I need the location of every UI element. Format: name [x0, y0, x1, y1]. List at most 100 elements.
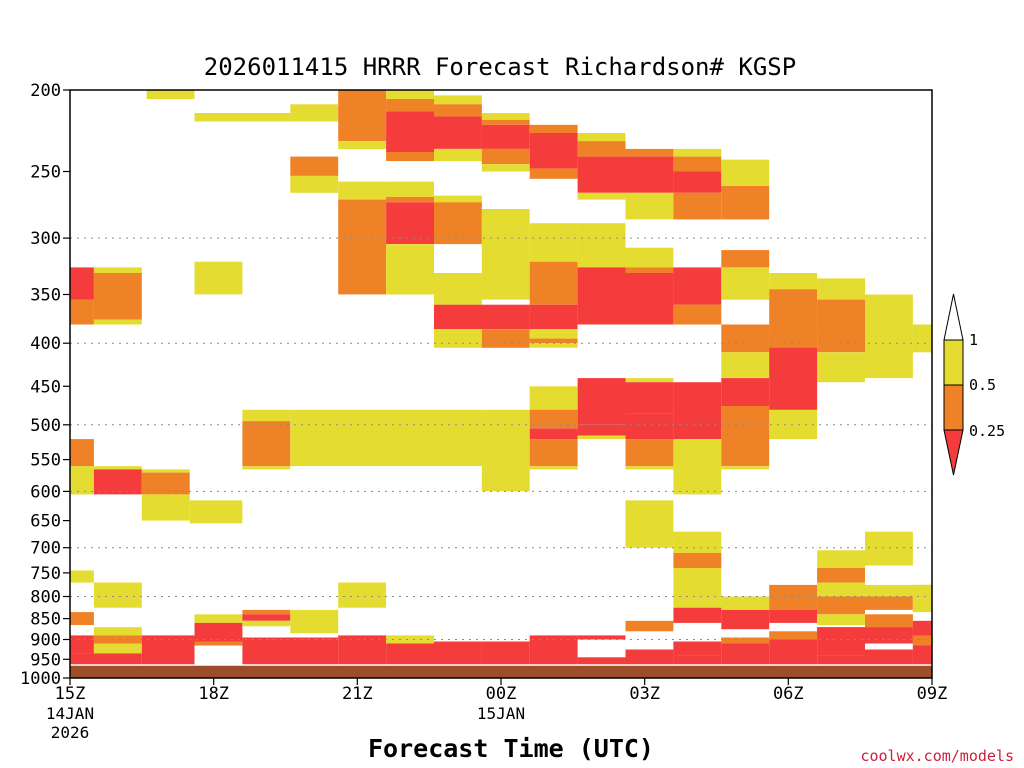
richardson-cell	[386, 111, 434, 152]
richardson-cell	[93, 643, 142, 654]
richardson-cell	[721, 466, 770, 470]
richardson-cell	[721, 324, 770, 353]
richardson-cell	[70, 439, 94, 467]
richardson-cell	[386, 90, 434, 99]
colorbar-cap-top	[943, 293, 964, 341]
richardson-cell	[817, 568, 865, 583]
richardson-cell	[434, 95, 482, 105]
richardson-cell	[529, 409, 578, 429]
richardson-cell	[577, 424, 626, 436]
richardson-cell	[673, 607, 722, 623]
richardson-cell	[865, 627, 913, 644]
y-tick-label: 350	[30, 286, 61, 306]
credit-link[interactable]: coolwx.com/models	[860, 747, 1014, 765]
richardson-cell	[242, 421, 291, 467]
richardson-cell	[577, 435, 626, 440]
y-tick-label: 200	[30, 81, 61, 101]
richardson-cell	[242, 620, 291, 627]
richardson-cell	[865, 584, 932, 597]
richardson-cell	[912, 596, 932, 613]
richardson-cell	[625, 382, 674, 414]
x-tick-date: 15JAN	[477, 704, 525, 723]
richardson-cell	[865, 649, 913, 665]
richardson-cell	[529, 329, 578, 339]
richardson-cell	[93, 319, 142, 325]
y-tick-label: 1000	[20, 669, 61, 689]
richardson-cell	[290, 156, 339, 176]
richardson-cell	[141, 494, 190, 521]
richardson-cell	[481, 119, 530, 125]
richardson-cell	[865, 294, 913, 379]
richardson-cell	[769, 639, 818, 665]
y-tick-label: 700	[30, 539, 61, 559]
richardson-cell	[338, 90, 387, 142]
richardson-cell	[912, 635, 932, 646]
richardson-cell	[529, 338, 578, 344]
richardson-cell	[290, 609, 339, 634]
y-tick-label: 900	[30, 631, 61, 651]
richardson-cell	[577, 267, 674, 325]
richardson-cell	[70, 570, 94, 583]
richardson-cell	[577, 192, 626, 200]
richardson-cell	[912, 645, 932, 665]
x-tick-year: 2026	[51, 723, 90, 742]
richardson-cell	[721, 352, 770, 379]
richardson-cell	[673, 156, 722, 172]
richardson-cell	[817, 278, 865, 300]
richardson-cell	[386, 196, 434, 203]
richardson-cell	[865, 596, 913, 610]
richardson-cell	[721, 185, 770, 220]
richardson-cell	[434, 195, 482, 203]
richardson-cell	[93, 273, 142, 320]
x-tick-label: 06Z	[773, 684, 804, 704]
x-tick-label: 21Z	[342, 684, 373, 704]
richardson-cell	[577, 635, 626, 640]
richardson-cell	[338, 141, 387, 149]
richardson-cell	[194, 614, 243, 623]
richardson-cell	[769, 584, 818, 610]
y-tick-label: 800	[30, 588, 61, 608]
richardson-cell	[481, 209, 530, 300]
richardson-cell	[481, 329, 530, 348]
richardson-cell	[625, 192, 674, 220]
richardson-cell	[242, 609, 291, 615]
y-tick-label: 250	[30, 163, 61, 183]
richardson-cell	[769, 609, 818, 623]
richardson-cell	[146, 90, 195, 99]
plot-area	[69, 89, 933, 679]
richardson-cell	[529, 133, 578, 169]
richardson-cell	[194, 622, 243, 642]
richardson-cell	[529, 466, 578, 470]
richardson-cell	[386, 152, 434, 162]
richardson-cell	[721, 596, 770, 610]
cells-layer	[70, 90, 932, 678]
colorbar-label: 1	[969, 331, 978, 349]
richardson-cell	[481, 113, 530, 120]
colorbar: 1 0.5 0.25	[943, 293, 1005, 476]
richardson-cell	[721, 267, 770, 300]
richardson-cell	[625, 267, 674, 273]
richardson-cell	[673, 304, 722, 325]
richardson-cell	[721, 378, 770, 407]
richardson-cell	[721, 609, 770, 630]
richardson-cell	[865, 531, 913, 566]
chart-title: 2026011415 HRRR Forecast Richardson# KGS…	[204, 53, 796, 81]
richardson-cell	[434, 202, 482, 245]
y-tick-label: 400	[30, 334, 61, 354]
richardson-cell	[481, 409, 530, 492]
richardson-cell	[625, 466, 674, 470]
richardson-cell	[817, 582, 865, 597]
richardson-cell	[70, 466, 94, 495]
richardson-cell	[817, 655, 865, 665]
y-tick-label: 500	[30, 416, 61, 436]
richardson-cell	[912, 324, 932, 353]
richardson-cell	[577, 223, 626, 268]
richardson-cell	[194, 113, 291, 122]
y-tick-label: 650	[30, 512, 61, 532]
richardson-cell	[386, 244, 434, 295]
richardson-cell	[673, 531, 722, 553]
richardson-cell	[529, 635, 578, 665]
richardson-cell	[189, 500, 243, 524]
richardson-cell	[912, 620, 932, 636]
